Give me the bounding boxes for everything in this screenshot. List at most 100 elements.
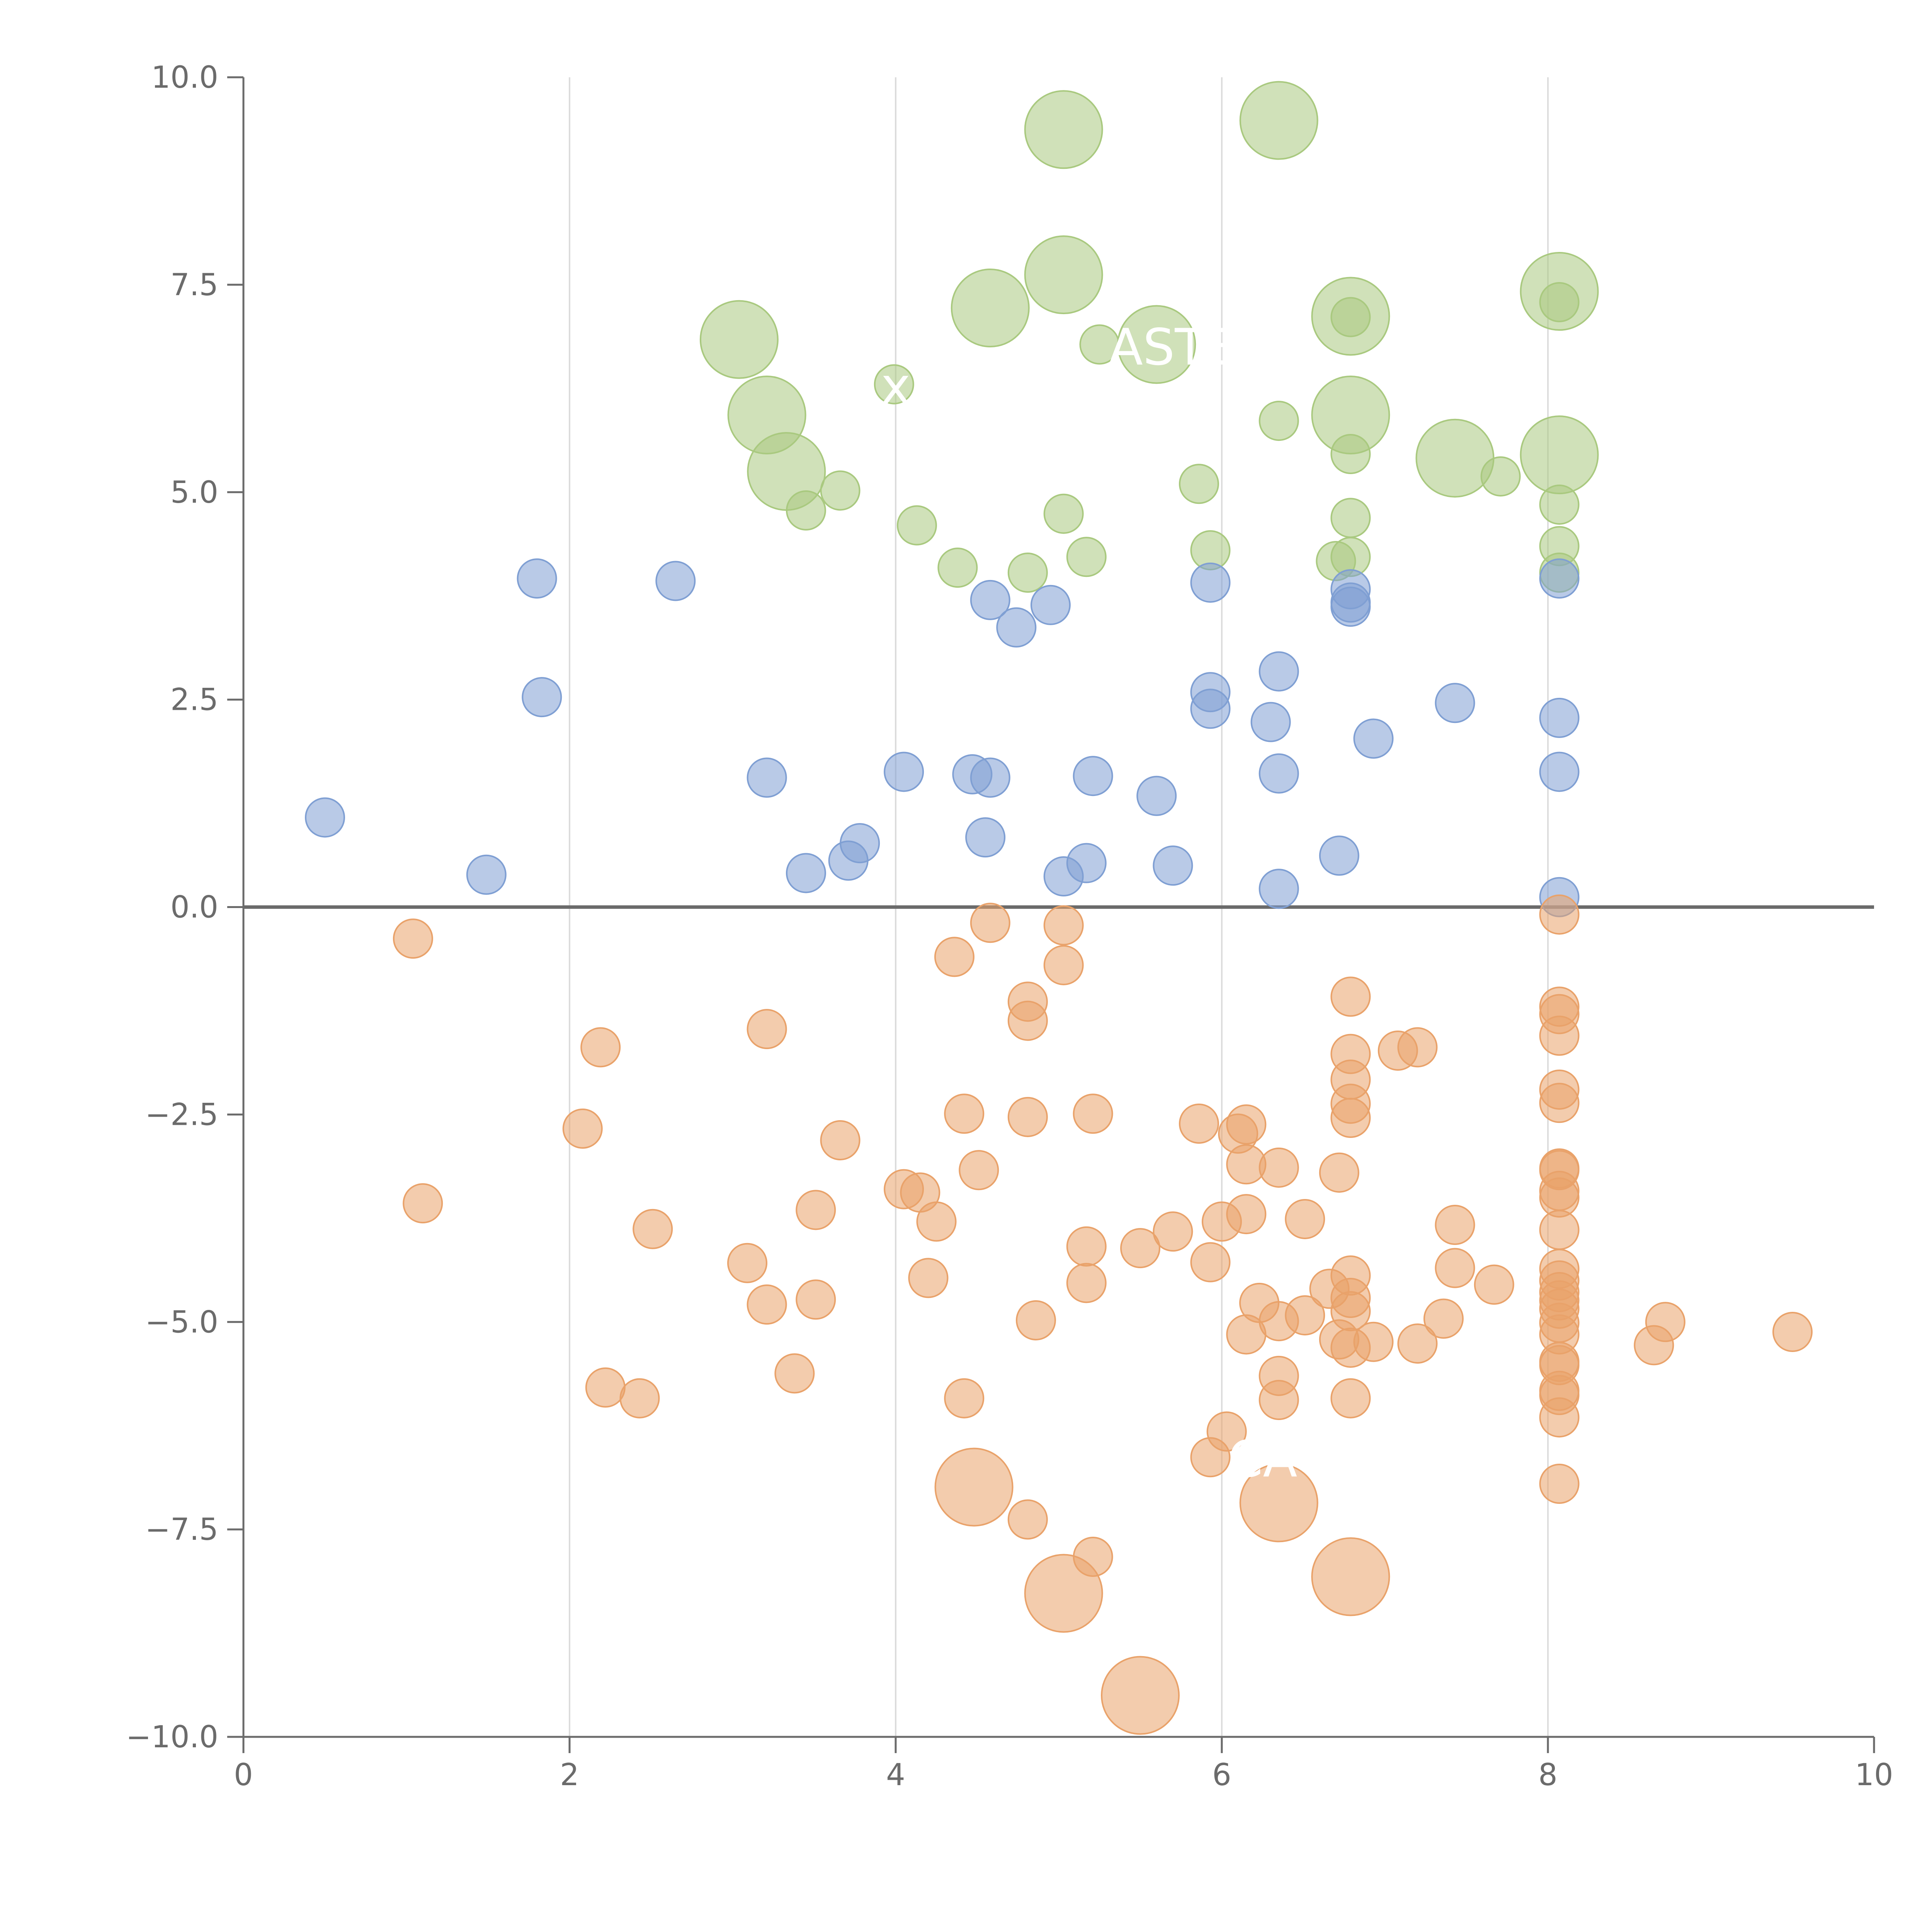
data-point-orange	[1066, 1226, 1107, 1267]
data-point-green	[699, 300, 779, 379]
data-point-orange	[619, 1378, 660, 1418]
data-points	[305, 81, 1813, 1735]
data-point-orange	[1120, 1228, 1160, 1269]
data-point-blue	[884, 752, 924, 792]
annotation-label: x	[881, 357, 911, 415]
data-point-blue	[1539, 697, 1580, 738]
data-point-orange	[1634, 1325, 1674, 1366]
data-point-orange	[1423, 1298, 1464, 1339]
data-point-orange	[1259, 1380, 1299, 1420]
data-point-orange	[1435, 1248, 1475, 1288]
data-point-green	[1259, 401, 1299, 441]
data-point-blue	[1073, 756, 1113, 796]
data-point-green	[896, 505, 937, 546]
data-point-orange	[1285, 1199, 1325, 1239]
y-tick-label: 5.0	[170, 475, 218, 510]
data-point-green	[1330, 297, 1371, 337]
y-tick-label: 10.0	[151, 60, 218, 95]
data-point-green	[1066, 537, 1107, 577]
data-point-orange	[1539, 1209, 1580, 1250]
data-point-orange	[934, 1447, 1014, 1527]
data-point-blue	[1259, 651, 1299, 692]
x-tick-label: 2	[560, 1758, 579, 1793]
data-point-orange	[796, 1279, 836, 1320]
data-point-orange	[1772, 1312, 1813, 1352]
data-point-orange	[1226, 1194, 1267, 1235]
data-point-green	[951, 269, 1030, 348]
data-point-orange	[1226, 1314, 1267, 1355]
data-point-orange	[1073, 1536, 1113, 1577]
y-tick-label: −5.0	[145, 1305, 218, 1340]
data-point-orange	[1007, 1499, 1048, 1540]
data-point-orange	[1539, 894, 1580, 935]
data-point-orange	[1190, 1437, 1231, 1478]
data-point-orange	[1397, 1323, 1438, 1364]
data-point-blue	[970, 580, 1010, 620]
data-point-orange	[1474, 1264, 1514, 1305]
y-tick-label: 7.5	[170, 268, 218, 303]
x-tick-label: 8	[1538, 1758, 1558, 1793]
data-point-blue	[1190, 562, 1231, 603]
data-point-orange	[1101, 1656, 1180, 1735]
y-tick-label: −10.0	[126, 1720, 218, 1755]
data-point-orange	[403, 1183, 443, 1224]
data-point-green	[1539, 282, 1580, 322]
data-point-orange	[1539, 1083, 1580, 1123]
data-point-blue	[1066, 843, 1107, 883]
data-point-blue	[1319, 835, 1359, 876]
data-point-orange	[747, 1009, 787, 1049]
data-point-orange	[1397, 1027, 1438, 1068]
data-point-orange	[1226, 1104, 1267, 1145]
data-point-orange	[1015, 1300, 1056, 1340]
data-point-green	[1539, 484, 1580, 525]
x-tick-label: 0	[234, 1758, 253, 1793]
data-point-blue	[747, 757, 787, 798]
data-point-orange	[1330, 1378, 1371, 1418]
data-point-orange	[820, 1120, 861, 1160]
data-point-orange	[580, 1027, 621, 1068]
data-point-orange	[1259, 1147, 1299, 1188]
data-point-green	[1117, 305, 1196, 384]
data-point-orange	[908, 1258, 949, 1298]
data-point-orange	[585, 1367, 626, 1408]
data-point-green	[1024, 235, 1103, 315]
data-point-orange	[393, 918, 433, 959]
data-point-blue	[1259, 869, 1299, 909]
y-tick-label: 2.5	[170, 683, 218, 718]
data-point-blue	[466, 854, 507, 895]
data-point-blue	[1190, 689, 1231, 729]
data-point-blue	[1539, 752, 1580, 792]
data-point-orange	[1319, 1152, 1359, 1193]
data-point-orange	[1066, 1263, 1107, 1303]
data-point-blue	[1330, 587, 1371, 627]
data-point-green	[1480, 456, 1521, 497]
y-tick-label: −2.5	[145, 1097, 218, 1132]
data-point-green	[786, 490, 826, 531]
data-point-green	[820, 470, 861, 511]
data-point-orange	[1285, 1295, 1325, 1336]
data-point-blue	[996, 607, 1037, 648]
data-point-orange	[944, 1378, 985, 1418]
data-point-green	[1043, 493, 1084, 534]
data-point-orange	[1330, 1097, 1371, 1138]
data-point-orange	[1043, 905, 1084, 946]
data-point-orange	[959, 1150, 999, 1190]
data-point-orange	[970, 903, 1010, 943]
x-tick-label: 4	[886, 1758, 905, 1793]
data-point-orange	[1330, 976, 1371, 1017]
data-point-orange	[1190, 1242, 1231, 1282]
data-point-blue	[965, 817, 1006, 858]
y-tick-label: −7.5	[145, 1512, 218, 1547]
data-point-orange	[1179, 1103, 1219, 1144]
data-point-green	[1024, 90, 1103, 169]
annotation-label: ASTE	[1109, 318, 1237, 376]
data-point-orange	[1435, 1204, 1475, 1245]
annotations: ASTE CA x	[881, 318, 1298, 1488]
data-point-orange	[1539, 1464, 1580, 1504]
data-point-blue	[786, 853, 826, 893]
x-tick-label: 6	[1212, 1758, 1231, 1793]
data-point-orange	[1153, 1211, 1193, 1252]
y-tick-label: 0.0	[170, 890, 218, 925]
